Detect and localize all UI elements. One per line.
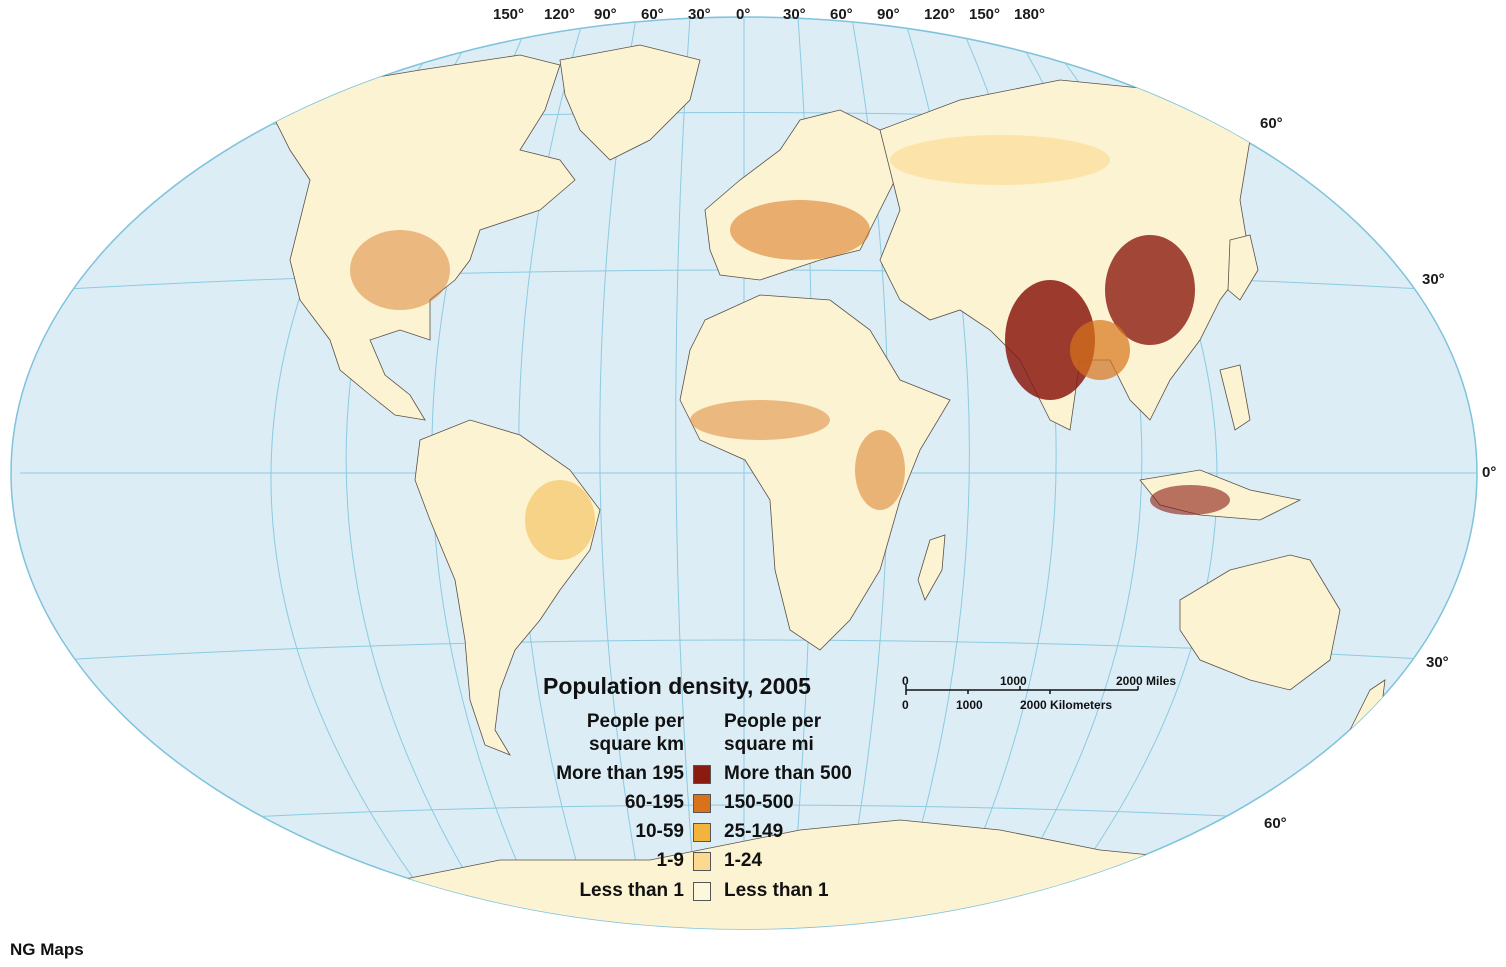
lon-label: 0°: [736, 6, 751, 23]
legend-swatch: [693, 882, 711, 901]
philippines: [1219, 364, 1251, 431]
lon-label: 60°: [830, 6, 853, 23]
madagascar: [917, 534, 946, 601]
lat-label: 30°: [1426, 654, 1449, 671]
lat-label: 30°: [1422, 271, 1445, 288]
lon-label: 90°: [877, 6, 900, 23]
scale-km-0: 0: [902, 698, 909, 712]
greenland: [559, 44, 701, 161]
scale-miles-2000: 2000 Miles: [1116, 674, 1177, 688]
lon-label: 180°: [1014, 6, 1046, 23]
lon-label: 90°: [594, 6, 617, 23]
legend-class-mi: 1-24: [724, 850, 763, 871]
australia: [1179, 554, 1341, 691]
lon-label: 150°: [493, 6, 525, 23]
legend-swatch: [693, 823, 711, 842]
legend-header-mi: People per square mi: [724, 711, 822, 755]
legend-swatch: [693, 794, 711, 813]
credit-text: NG Maps: [10, 940, 84, 959]
scale-km-2000: 2000 Kilometers: [1020, 698, 1113, 712]
legend-class-km: 1-9: [656, 850, 684, 871]
legend-class-km: 60-195: [624, 792, 684, 813]
lat-label: 0°: [1482, 464, 1497, 481]
legend-class-mi: More than 500: [724, 763, 852, 784]
scale-miles-1000: 1000: [1000, 674, 1027, 688]
lon-label: 120°: [924, 6, 956, 23]
legend-class-mi: 25-149: [724, 821, 784, 842]
legend-header-km: People per square km: [586, 711, 684, 755]
lat-label: 60°: [1260, 115, 1283, 132]
legend-class-mi: Less than 1: [724, 880, 829, 901]
lat-label: 60°: [1264, 815, 1287, 832]
legend-class-mi: 150-500: [724, 792, 794, 813]
legend-title: Population density, 2005: [543, 673, 811, 699]
lon-label: 30°: [783, 6, 806, 23]
legend-swatch: [693, 765, 711, 784]
lon-label: 60°: [641, 6, 664, 23]
lon-label: 120°: [544, 6, 576, 23]
legend-class-km: 10-59: [635, 821, 684, 842]
lon-label: 150°: [969, 6, 1001, 23]
scale-miles-0: 0: [902, 674, 909, 688]
japan: [1227, 234, 1259, 301]
africa: [679, 294, 951, 651]
density-shading: [350, 135, 1230, 560]
legend-swatch: [693, 852, 711, 871]
lon-label: 30°: [688, 6, 711, 23]
scale-km-1000: 1000: [956, 698, 983, 712]
legend-class-km: More than 195: [556, 763, 684, 784]
scale-bar: [905, 685, 1139, 695]
north-america: [274, 54, 576, 421]
legend-class-km: Less than 1: [579, 880, 684, 901]
